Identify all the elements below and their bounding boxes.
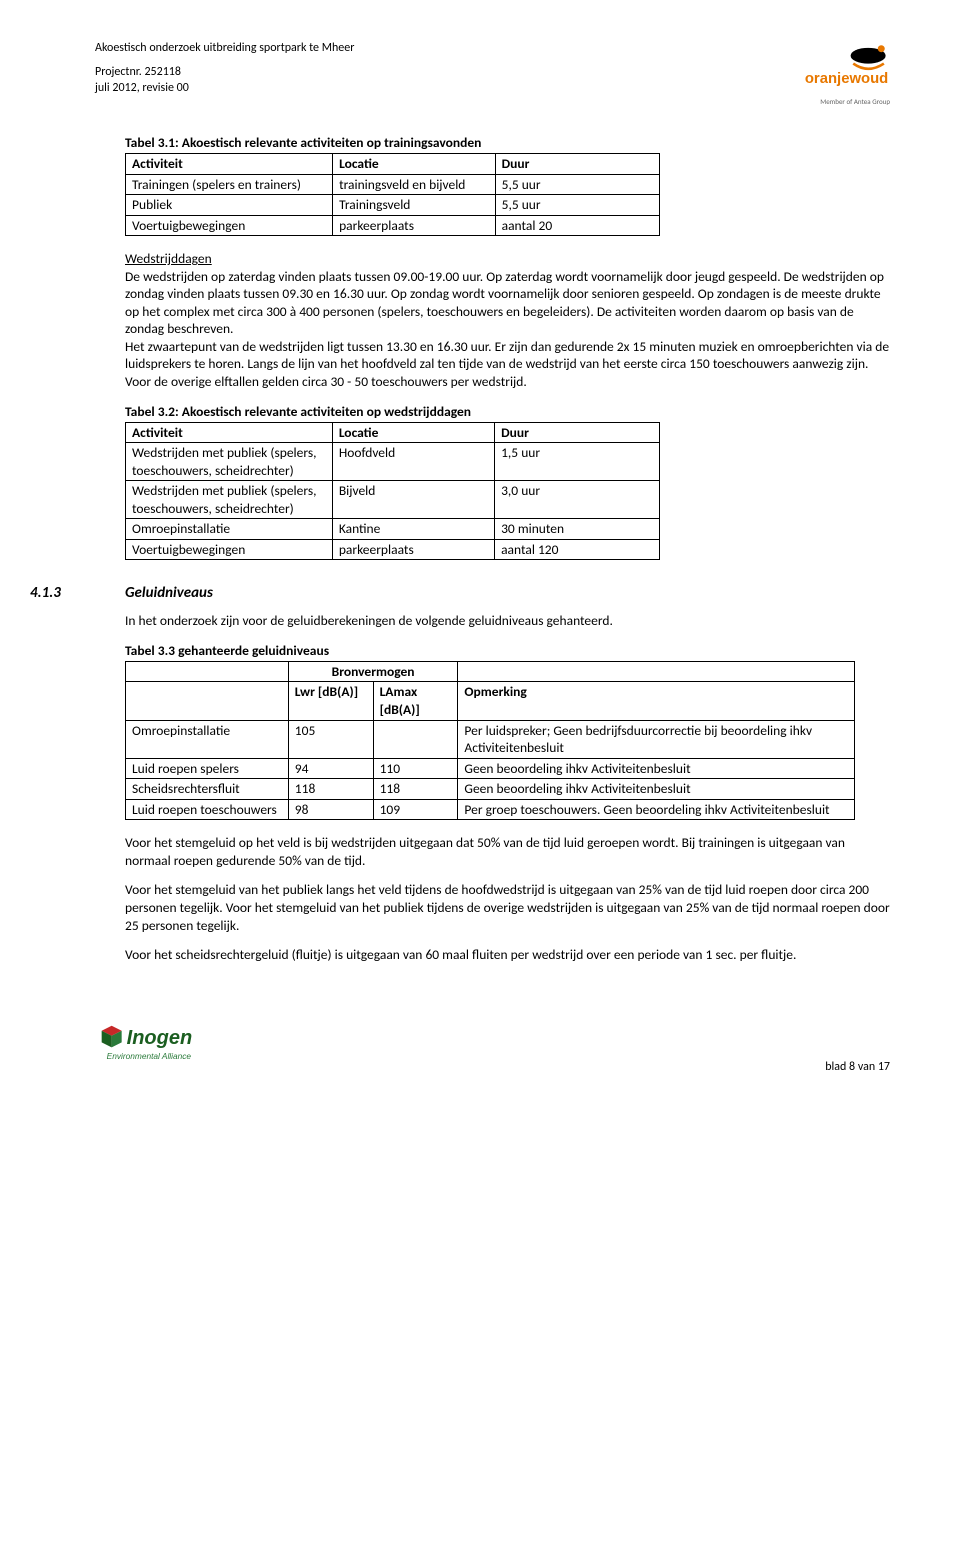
- table-row: Trainingen (spelers en trainers) trainin…: [126, 174, 660, 195]
- doc-title: Akoestisch onderzoek uitbreiding sportpa…: [95, 40, 354, 56]
- paragraph-2: Het zwaartepunt van de wedstrijden ligt …: [125, 338, 890, 391]
- table-row: Voertuigbewegingen parkeerplaats aantal …: [126, 215, 660, 236]
- page-footer: Inogen Environmental Alliance blad 8 van…: [95, 1024, 890, 1074]
- table32-h3: Duur: [495, 422, 660, 443]
- table-row: Omroepinstallatie 105 Per luidspreker; G…: [126, 720, 855, 758]
- section-heading: 4.1.3 Geluidniveaus: [95, 584, 890, 602]
- table-row: Scheidsrechtersfluit 118 118 Geen beoord…: [126, 779, 855, 800]
- table32-caption: Tabel 3.2: Akoestisch relevante activite…: [125, 403, 890, 420]
- wedstrijddagen-heading: Wedstrijddagen: [125, 250, 212, 267]
- table33-group-header: Bronvermogen: [288, 661, 458, 682]
- table-row: Omroepinstallatie Kantine 30 minuten: [126, 519, 660, 540]
- table32: Activiteit Locatie Duur Wedstrijden met …: [125, 422, 660, 561]
- paragraph-4: Voor het stemgeluid op het veld is bij w…: [125, 834, 890, 869]
- table-row: Wedstrijden met publiek (spelers, toesch…: [126, 481, 660, 519]
- table-row: Luid roepen toeschouwers 98 109 Per groe…: [126, 799, 855, 820]
- table31-h2: Locatie: [333, 154, 496, 175]
- page-header: Akoestisch onderzoek uitbreiding sportpa…: [95, 40, 890, 106]
- logo-subtext: Member of Antea Group: [785, 97, 890, 106]
- table33: Bronvermogen Lwr [dB(A)] LAmax [dB(A)] O…: [125, 661, 855, 820]
- table-row: Voertuigbewegingen parkeerplaats aantal …: [126, 539, 660, 560]
- table33-sub-lwr: Lwr [dB(A)]: [288, 682, 373, 720]
- table-row: Publiek Trainingsveld 5,5 uur: [126, 195, 660, 216]
- inogen-logo-icon: Inogen Environmental Alliance: [95, 1024, 245, 1070]
- project-number: Projectnr. 252118: [95, 64, 354, 80]
- paragraph-1: De wedstrijden op zaterdag vinden plaats…: [125, 268, 890, 338]
- table33-sub-opm: Opmerking: [458, 682, 855, 720]
- paragraph-6: Voor het scheidsrechtergeluid (fluitje) …: [125, 946, 890, 964]
- svg-text:Environmental Alliance: Environmental Alliance: [107, 1051, 192, 1061]
- section-number: 4.1.3: [30, 584, 125, 602]
- svg-text:Inogen: Inogen: [127, 1027, 193, 1049]
- table33-sub-lamax: LAmax [dB(A)]: [373, 682, 458, 720]
- inogen-logo: Inogen Environmental Alliance: [95, 1024, 245, 1074]
- table31-h1: Activiteit: [126, 154, 333, 175]
- table31-caption: Tabel 3.1: Akoestisch relevante activite…: [125, 134, 890, 151]
- header-logo: oranjewoud Member of Antea Group: [785, 40, 890, 106]
- table31-h3: Duur: [495, 154, 659, 175]
- svg-text:oranjewoud: oranjewoud: [805, 71, 888, 87]
- table32-h2: Locatie: [332, 422, 494, 443]
- date-revision: juli 2012, revisie 00: [95, 80, 354, 96]
- table-row: Wedstrijden met publiek (spelers, toesch…: [126, 443, 660, 481]
- page-number: blad 8 van 17: [825, 1060, 890, 1074]
- paragraph-5: Voor het stemgeluid van het publiek lang…: [125, 881, 890, 934]
- oranjewoud-logo-icon: oranjewoud: [785, 40, 890, 95]
- paragraph-3: In het onderzoek zijn voor de geluidbere…: [125, 612, 890, 630]
- table33-caption: Tabel 3.3 gehanteerde geluidniveaus: [125, 642, 890, 659]
- table31: Activiteit Locatie Duur Trainingen (spel…: [125, 153, 660, 236]
- section-title: Geluidniveaus: [125, 584, 213, 602]
- header-left: Akoestisch onderzoek uitbreiding sportpa…: [95, 40, 354, 97]
- table32-h1: Activiteit: [126, 422, 333, 443]
- table-row: Luid roepen spelers 94 110 Geen beoordel…: [126, 758, 855, 779]
